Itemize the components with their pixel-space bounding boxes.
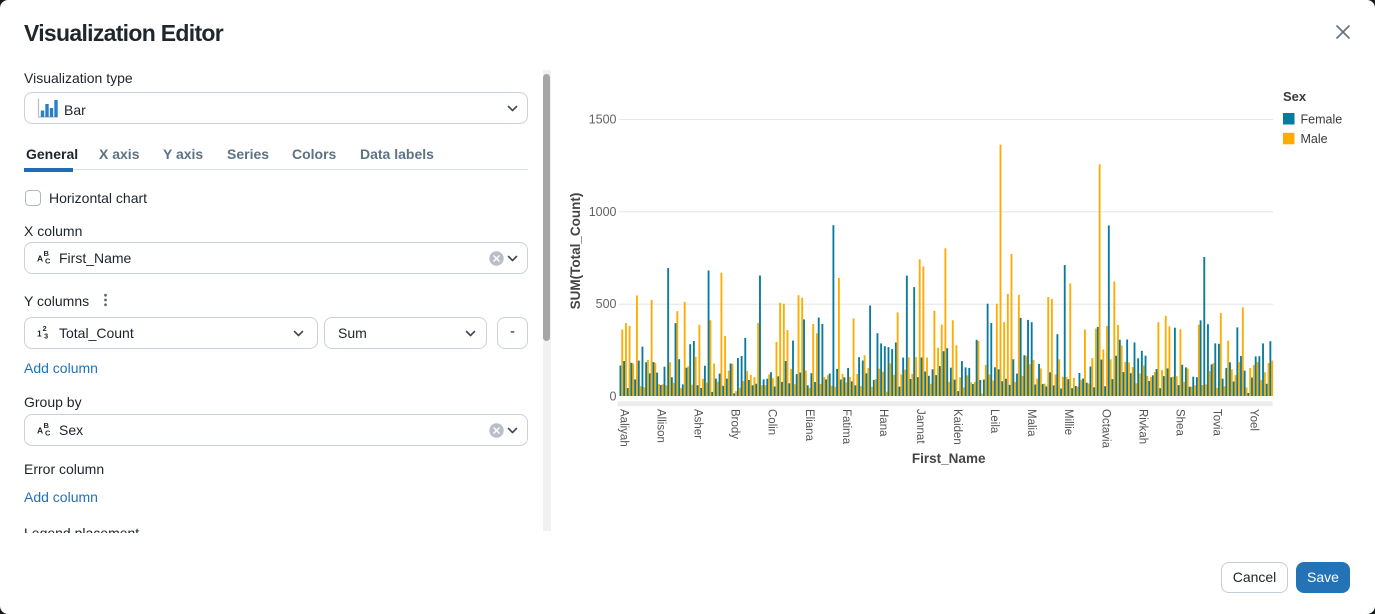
svg-text:Millie: Millie	[1062, 409, 1074, 435]
svg-text:1000: 1000	[589, 205, 617, 219]
svg-text:A: A	[37, 426, 43, 436]
svg-text:Yoel: Yoel	[1248, 409, 1260, 431]
svg-text:Male: Male	[1301, 132, 1328, 146]
svg-text:0: 0	[610, 390, 617, 404]
svg-text:3: 3	[44, 332, 48, 341]
svg-text:SUM(Total_Count): SUM(Total_Count)	[568, 193, 583, 310]
svg-text:Asher: Asher	[692, 409, 704, 439]
svg-text:Allison: Allison	[655, 409, 667, 443]
svg-text:1: 1	[37, 329, 42, 339]
svg-text:Malia: Malia	[1025, 409, 1037, 437]
svg-text:B: B	[44, 249, 50, 258]
svg-text:500: 500	[596, 297, 617, 311]
svg-text:Kaiden: Kaiden	[951, 409, 963, 445]
svg-text:Octavia: Octavia	[1099, 409, 1111, 449]
svg-text:2: 2	[43, 324, 47, 333]
svg-text:Aaliyah: Aaliyah	[618, 409, 630, 447]
svg-text:Colin: Colin	[766, 409, 778, 435]
svg-text:Brody: Brody	[729, 409, 741, 439]
svg-text:Leila: Leila	[988, 409, 1000, 434]
svg-text:Female: Female	[1301, 113, 1343, 127]
svg-text:Hana: Hana	[877, 409, 889, 437]
svg-text:Rivkah: Rivkah	[1136, 409, 1148, 444]
svg-text:Tovia: Tovia	[1211, 409, 1223, 436]
svg-text:Jannat: Jannat	[914, 409, 926, 444]
svg-text:A: A	[37, 254, 43, 264]
svg-text:C: C	[45, 429, 51, 438]
svg-text:Fatima: Fatima	[840, 409, 852, 445]
svg-text:Sex: Sex	[1283, 89, 1307, 104]
svg-text:First_Name: First_Name	[912, 451, 986, 466]
svg-text:B: B	[44, 421, 50, 430]
svg-text:Eliana: Eliana	[803, 409, 815, 442]
svg-text:C: C	[45, 257, 51, 266]
svg-text:Shea: Shea	[1173, 409, 1185, 436]
svg-text:1500: 1500	[589, 113, 617, 127]
